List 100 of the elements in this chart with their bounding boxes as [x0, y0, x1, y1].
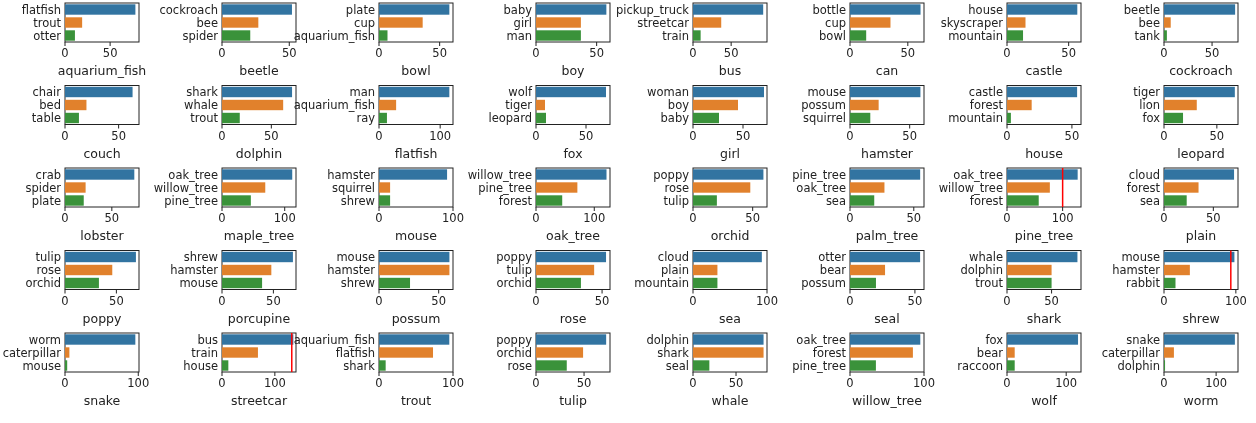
bar: [850, 195, 875, 206]
bar: [1007, 195, 1039, 206]
y-tick-label: willow_tree: [153, 180, 218, 195]
x-axis-title: castle: [1025, 63, 1063, 78]
bar: [65, 251, 136, 263]
x-axis-title: poppy: [82, 310, 123, 326]
bar: [1007, 17, 1026, 28]
y-tick-label: plate: [345, 2, 375, 17]
bar: [222, 251, 293, 263]
bar: [1164, 182, 1199, 193]
y-tick-label: rose: [36, 263, 61, 278]
x-tick-label: 50: [432, 46, 447, 60]
bar: [65, 347, 70, 358]
x-axis-title: girl: [719, 145, 741, 161]
y-tick-label: forest: [1126, 180, 1161, 195]
bar: [379, 4, 450, 15]
x-tick-label: 100: [442, 211, 464, 225]
y-tick-label: squirrel: [331, 180, 375, 195]
bar: [379, 112, 387, 124]
y-tick-label: tulip: [506, 263, 532, 278]
y-tick-label: house: [183, 358, 218, 373]
bar: [536, 112, 546, 124]
bar: [379, 347, 434, 358]
bar: [850, 4, 921, 15]
bar: [222, 99, 284, 111]
x-tick-label: 50: [578, 128, 594, 143]
y-tick-label: bowl: [819, 28, 846, 43]
x-tick-label: 0: [1003, 128, 1011, 143]
bar: [536, 182, 578, 193]
x-tick-label: 100: [442, 376, 464, 390]
x-axis-title: streetcar: [230, 393, 288, 408]
y-tick-label: plate: [31, 193, 61, 208]
y-tick-label: shrew: [340, 193, 375, 208]
x-tick-label: 0: [61, 46, 69, 60]
x-tick-label: 0: [1160, 128, 1168, 143]
x-axis-title: seal: [874, 310, 900, 326]
y-tick-label: snake: [1126, 332, 1160, 347]
x-tick-label: 0: [218, 46, 226, 60]
x-axis-title: snake: [83, 393, 121, 408]
bar: [536, 334, 607, 345]
y-tick-label: train: [191, 345, 218, 360]
y-tick-label: rose: [507, 358, 532, 373]
y-tick-label: tulip: [663, 193, 689, 208]
x-axis-title: tulip: [559, 393, 587, 408]
y-tick-label: shark: [186, 85, 219, 100]
bar: [1164, 334, 1235, 345]
y-tick-label: pine_tree: [792, 167, 846, 182]
y-tick-label: mouse: [1121, 250, 1160, 265]
bar: [222, 334, 294, 345]
y-tick-label: willow_tree: [467, 167, 532, 182]
y-tick-label: pine_tree: [164, 193, 218, 208]
bar: [693, 4, 764, 15]
bar: [1007, 30, 1024, 41]
x-tick-label: 0: [532, 128, 540, 143]
y-tick-label: table: [31, 111, 61, 126]
x-tick-label: 0: [1160, 376, 1168, 390]
bar: [65, 30, 75, 41]
y-tick-label: cup: [825, 15, 846, 30]
bar: [850, 347, 913, 358]
x-axis-title: boy: [561, 63, 586, 78]
y-tick-label: oak_tree: [796, 180, 846, 195]
y-tick-label: oak_tree: [168, 167, 218, 182]
x-axis-title: willow_tree: [852, 393, 923, 408]
bar: [222, 264, 272, 276]
y-tick-label: rabbit: [1125, 276, 1161, 291]
y-tick-label: ray: [356, 111, 376, 126]
x-tick-label: 50: [266, 293, 281, 308]
y-tick-label: bottle: [812, 2, 846, 17]
bar: [1164, 99, 1197, 111]
x-tick-label: 50: [281, 46, 297, 60]
x-tick-label: 0: [846, 46, 854, 60]
y-tick-label: oak_tree: [953, 167, 1003, 182]
bar: [850, 112, 871, 124]
x-tick-label: 0: [375, 211, 383, 225]
bar: [850, 17, 891, 28]
x-axis-title: leopard: [1177, 145, 1225, 161]
bar: [65, 264, 113, 276]
x-axis-title: can: [875, 63, 899, 78]
x-tick-label: 50: [1206, 211, 1221, 225]
y-tick-label: orchid: [496, 345, 532, 360]
x-tick-label: 0: [61, 376, 69, 390]
y-tick-label: dolphin: [646, 332, 689, 347]
y-tick-label: orchid: [25, 276, 61, 291]
y-tick-label: castle: [968, 85, 1003, 100]
bar: [222, 86, 293, 98]
bar: [1164, 30, 1167, 41]
x-tick-label: 0: [375, 46, 383, 60]
x-tick-label: 0: [1003, 211, 1011, 225]
y-tick-label: bear: [976, 345, 1004, 360]
x-axis-title: palm_tree: [855, 228, 919, 243]
x-axis-title: possum: [391, 310, 441, 326]
y-tick-label: raccoon: [957, 358, 1003, 373]
x-axis-title: worm: [1183, 393, 1219, 408]
x-tick-label: 0: [532, 211, 540, 225]
bar: [1164, 86, 1235, 98]
bar: [222, 360, 229, 371]
y-tick-label: tulip: [35, 250, 61, 265]
bar: [850, 99, 879, 111]
x-tick-label: 50: [900, 46, 916, 60]
bar: [379, 360, 386, 371]
